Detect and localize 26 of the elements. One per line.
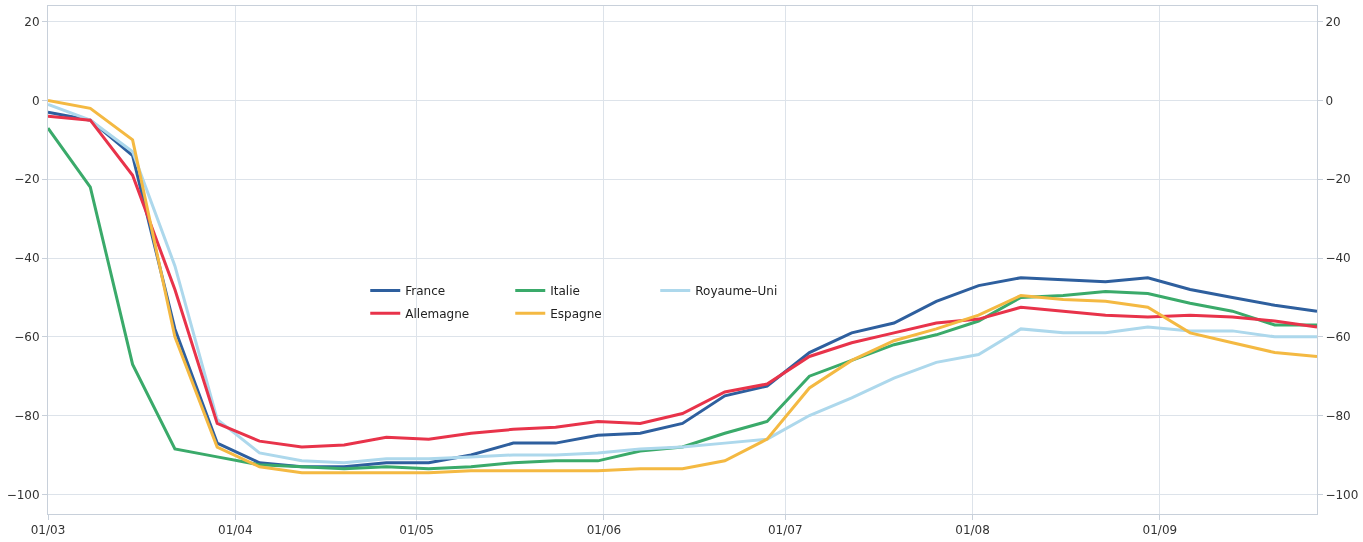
x-tick-label: 01/06 [586, 523, 622, 538]
y-tick-label: −60 [14, 329, 40, 344]
y2-tick-label: 20 [1325, 14, 1341, 29]
legend-label: France [405, 284, 446, 299]
y-tick-label: −100 [6, 487, 40, 502]
y2-tick-label: 0 [1325, 93, 1334, 108]
x-tick-label: 01/03 [30, 523, 66, 538]
y-tick-label: −40 [14, 251, 40, 266]
y2-tick-label: −80 [1325, 408, 1351, 423]
y2-tick-label: −100 [1325, 487, 1359, 502]
y-tick-label: 20 [24, 14, 40, 29]
legend-label: Royaume–Uni [695, 284, 778, 299]
x-tick-label: 01/08 [955, 523, 990, 538]
y2-tick-label: −60 [1325, 329, 1351, 344]
legend-label: Espagne [550, 307, 602, 322]
x-tick-label: 01/09 [1142, 523, 1178, 538]
y2-tick-label: −20 [1325, 172, 1351, 187]
x-tick-label: 01/05 [399, 523, 434, 538]
y2-tick-label: −40 [1325, 251, 1351, 266]
legend-label: Allemagne [405, 307, 470, 322]
legend-label: Italie [550, 284, 580, 299]
y-tick-label: −20 [14, 172, 40, 187]
x-tick-label: 01/04 [218, 523, 253, 538]
x-tick-label: 01/07 [767, 523, 803, 538]
y-tick-label: −80 [14, 408, 40, 423]
y-tick-label: 0 [31, 93, 40, 108]
